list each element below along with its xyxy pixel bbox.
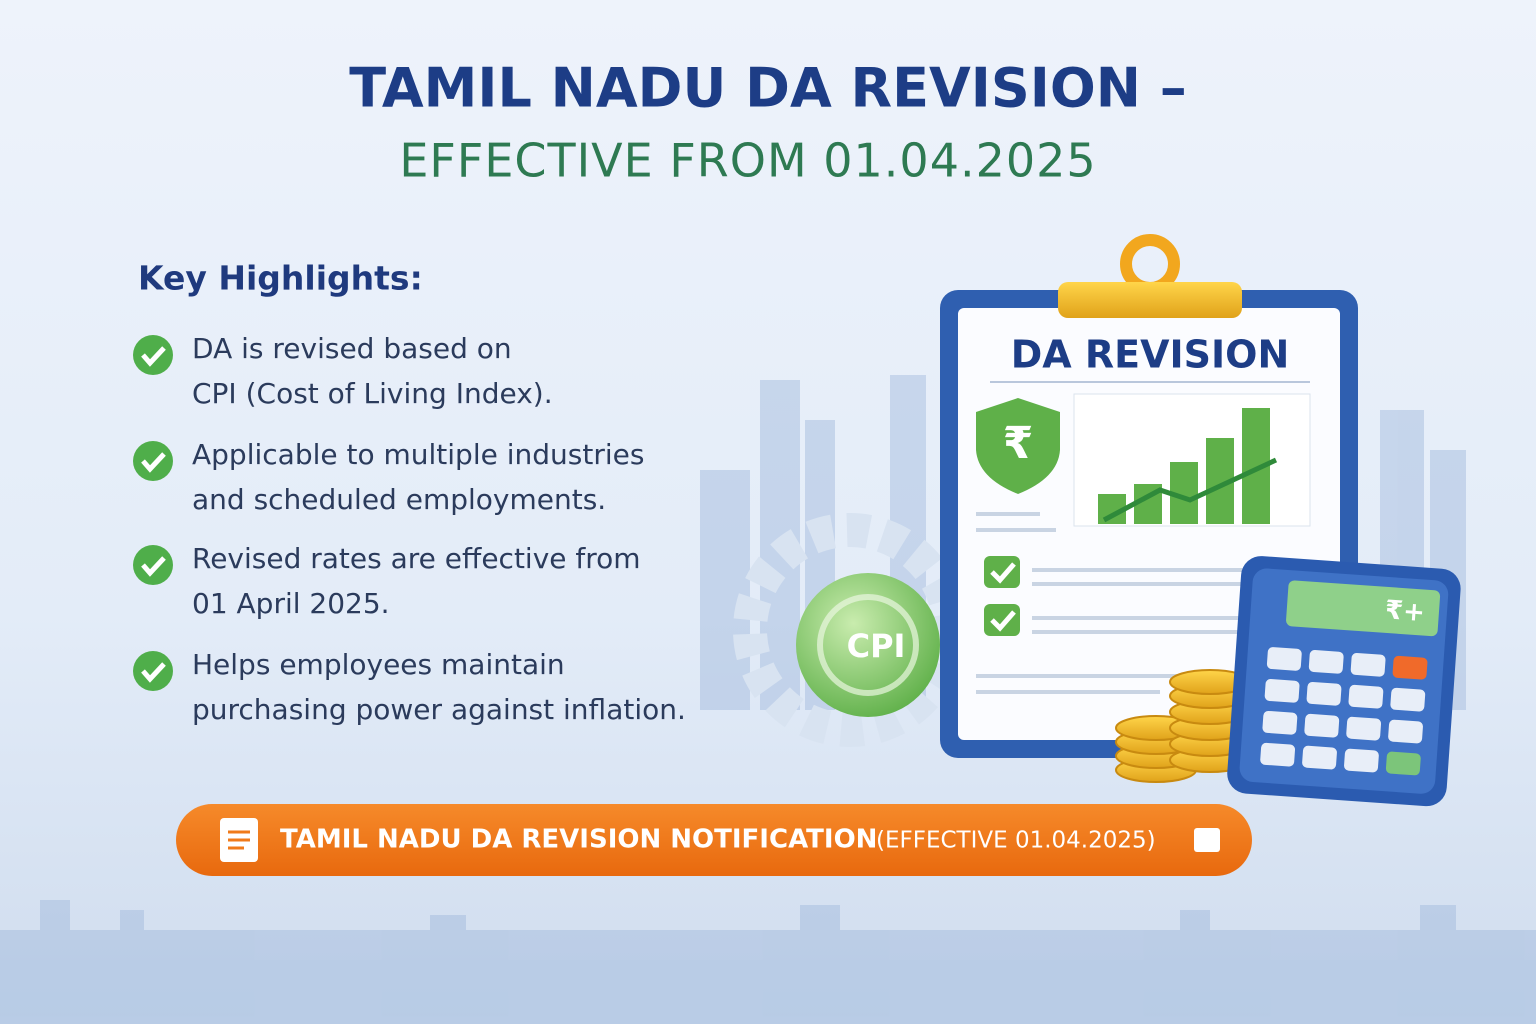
highlights-list: DA is revised based on CPI (Cost of Livin… (133, 332, 686, 726)
check-icon (133, 651, 173, 691)
check-icon (133, 545, 173, 585)
highlights-heading: Key Highlights: (138, 259, 423, 298)
subtitle: EFFECTIVE FROM 01.04.2025 (399, 134, 1096, 188)
highlight-text: Applicable to multiple industries (192, 438, 644, 471)
highlight-text: and scheduled employments. (192, 483, 606, 516)
calculator: ₹+ (1227, 556, 1461, 807)
notification-button[interactable]: TAMIL NADU DA REVISION NOTIFICATION (EFF… (176, 804, 1252, 876)
shield-symbol: ₹ (1003, 418, 1034, 469)
gauge-label: CPI (847, 627, 906, 665)
highlight-text: Helps employees maintain (192, 648, 565, 681)
check-mark (141, 556, 166, 577)
check-icon (133, 441, 173, 481)
coins (1115, 669, 1251, 783)
check-mark (141, 452, 166, 473)
highlight-text: DA is revised based on (192, 332, 512, 365)
check-icon (133, 335, 173, 375)
check-mark (141, 662, 166, 683)
check-mark (141, 346, 166, 367)
skyline-foreground (0, 960, 1536, 1024)
button-background[interactable] (176, 804, 1252, 876)
clipboard-title: DA REVISION (1011, 333, 1290, 377)
highlight-text: 01 April 2025. (192, 587, 390, 620)
title: TAMIL NADU DA REVISION – (349, 57, 1187, 120)
highlight-text: purchasing power against inflation. (192, 693, 686, 726)
calculator-display: ₹+ (1384, 595, 1426, 628)
button-label[interactable]: TAMIL NADU DA REVISION NOTIFICATION (280, 825, 877, 855)
highlight-text: Revised rates are effective from (192, 542, 641, 575)
highlight-text: CPI (Cost of Living Index). (192, 377, 553, 410)
button-suffix[interactable]: (EFFECTIVE 01.04.2025) (876, 828, 1156, 854)
